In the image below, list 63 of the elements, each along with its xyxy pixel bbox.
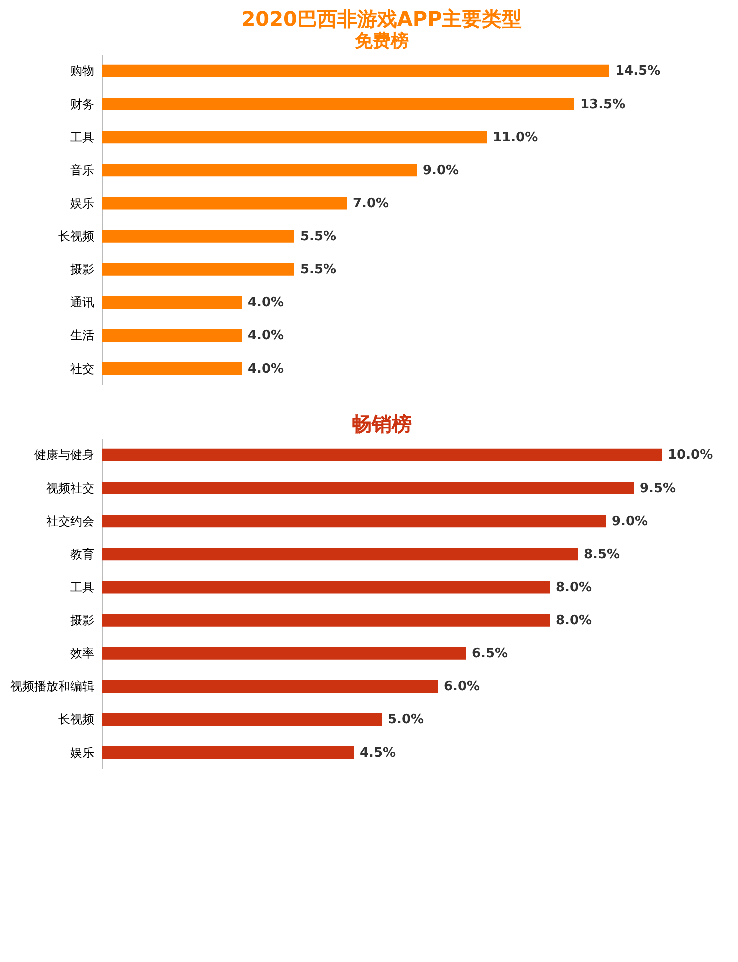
data-label: 14.5% [616, 64, 661, 80]
y-tick-label: 健康与健身 [34, 448, 94, 462]
data-label: 9.0% [423, 163, 460, 178]
y-tick-label: 财务 [70, 97, 94, 112]
bar [102, 614, 550, 627]
y-tick-label: 摄影 [70, 262, 94, 277]
bar [102, 362, 242, 376]
data-label: 4.0% [248, 328, 284, 344]
data-label: 10.0% [668, 448, 714, 464]
bar [102, 746, 354, 760]
bar [102, 515, 606, 528]
y-tick-label: 音乐 [70, 163, 94, 178]
y-tick-label: 娱乐 [70, 196, 94, 210]
data-label: 4.5% [360, 746, 396, 761]
data-label: 4.0% [248, 296, 284, 311]
y-tick-label: 工具 [70, 130, 94, 144]
data-label: 5.5% [300, 262, 337, 278]
bar [102, 263, 294, 276]
bar [102, 296, 242, 309]
bar [102, 131, 487, 144]
y-tick-label: 生活 [70, 328, 94, 343]
chart-subtitle: 免费榜 [354, 31, 409, 52]
data-label: 9.5% [640, 481, 676, 496]
bar [102, 164, 417, 177]
data-label: 8.0% [556, 614, 592, 629]
y-tick-label: 摄影 [70, 614, 94, 628]
y-tick-label: 教育 [70, 547, 94, 562]
data-label: 5.0% [388, 712, 424, 728]
y-tick-label: 视频播放和编辑 [10, 680, 94, 694]
data-label: 8.5% [584, 547, 620, 562]
y-tick-label: 效率 [70, 646, 94, 661]
data-label: 4.0% [248, 362, 284, 377]
y-tick-label: 工具 [70, 580, 94, 594]
data-label: 13.5% [580, 97, 626, 112]
bar [102, 329, 242, 342]
y-tick-label: 社交 [70, 362, 94, 376]
bar [102, 680, 438, 693]
y-tick-label: 长视频 [58, 230, 94, 244]
data-label: 9.0% [612, 514, 648, 530]
bar [102, 230, 294, 243]
data-label: 8.0% [556, 580, 592, 596]
y-tick-label: 长视频 [58, 712, 94, 727]
chart-title: 畅销榜 [352, 412, 412, 436]
bar [102, 713, 382, 726]
data-label: 11.0% [493, 130, 538, 146]
bar [102, 647, 466, 660]
y-tick-label: 视频社交 [46, 481, 94, 496]
bar [102, 98, 574, 111]
data-label: 7.0% [353, 196, 390, 212]
y-tick-label: 购物 [70, 64, 94, 78]
bar [102, 64, 610, 78]
y-tick-label: 娱乐 [70, 746, 94, 760]
bar [102, 548, 578, 561]
data-label: 6.5% [472, 646, 508, 662]
bar [102, 197, 347, 210]
bar [102, 448, 662, 462]
bar [102, 581, 550, 594]
y-tick-label: 社交约会 [46, 514, 94, 528]
chart-title: 2020巴西非游戏APP主要类型 [242, 7, 522, 31]
data-label: 5.5% [300, 230, 337, 245]
data-label: 6.0% [444, 680, 480, 695]
bar [102, 482, 634, 495]
y-tick-label: 通讯 [70, 296, 94, 310]
